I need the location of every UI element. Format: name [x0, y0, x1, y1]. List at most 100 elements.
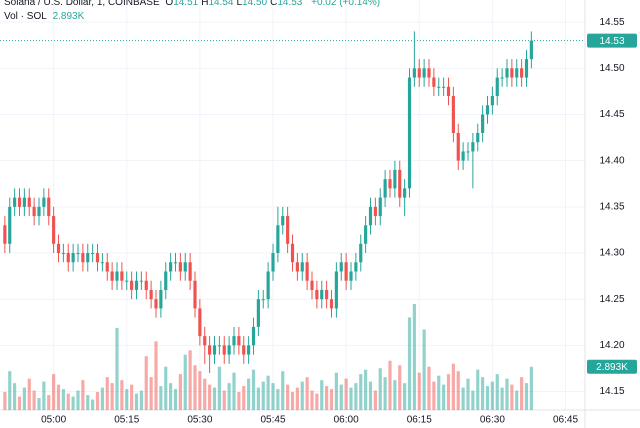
change: +0.02 (+0.14%) [311, 0, 381, 8]
volume-bar [27, 378, 31, 410]
volume-bar [276, 389, 280, 410]
volume-bar [300, 381, 304, 410]
candle-body [188, 262, 192, 281]
candle-body [388, 179, 392, 189]
candle-body [71, 253, 75, 263]
volume-bar [329, 389, 334, 410]
candle-body [339, 262, 343, 272]
ohlc-value: 14.54 [208, 0, 234, 8]
volume-bar [388, 360, 392, 410]
volume-bar [529, 366, 533, 410]
ohlc-value: 14.51 [173, 0, 199, 8]
candle-body [120, 271, 124, 281]
price-tag-label: 14.53 [599, 36, 624, 47]
candle-body [91, 253, 95, 255]
candle-body [349, 271, 353, 281]
candle-body [515, 68, 519, 78]
candle-body [139, 280, 143, 282]
candle-body [520, 68, 524, 78]
volume-bar [320, 380, 324, 410]
volume-bar [422, 329, 426, 410]
volume-bar [8, 371, 12, 410]
candle-body [500, 77, 504, 79]
volume-bar [178, 374, 182, 410]
candle-body [266, 271, 270, 300]
ohlc-key: H [201, 0, 209, 8]
candle-body [344, 262, 348, 281]
x-tick-label: 05:30 [187, 415, 212, 426]
volume-bar [334, 372, 338, 410]
candle-body [47, 197, 51, 217]
volume-bar [295, 387, 299, 410]
candle-body [251, 326, 256, 346]
x-tick-label: 06:15 [407, 415, 432, 426]
candle-body [198, 308, 202, 337]
volume-bar [407, 317, 412, 410]
candle-body [105, 262, 109, 272]
x-tick-label: 06:00 [334, 415, 359, 426]
candle-body [134, 280, 139, 290]
candle-body [393, 169, 397, 189]
volume-bar [115, 327, 119, 410]
volume-bar [125, 389, 129, 410]
volume-bar [159, 386, 163, 410]
volume-bar [505, 378, 509, 410]
candle-body [398, 169, 402, 198]
volume-bar [466, 378, 470, 410]
y-tick-label: 14.55 [599, 17, 624, 28]
volume-bar [490, 381, 494, 410]
candle-body [42, 197, 46, 207]
candle-body [295, 262, 299, 272]
volume-bar [208, 384, 212, 410]
candle-body [144, 280, 148, 290]
volume-value: 2.893K [52, 11, 85, 22]
candle-body [290, 243, 295, 263]
volume-bar [305, 377, 309, 410]
volume-bar [149, 377, 153, 410]
symbol: Solana / U.S. Dollar, 1, COINBASE [4, 0, 160, 8]
candle-body [315, 289, 319, 300]
candle-body [490, 96, 494, 106]
volume-bar [47, 395, 51, 410]
volume-tag [587, 359, 637, 374]
volume-bar [222, 390, 226, 410]
volume-bar [271, 383, 275, 410]
volume-bar [339, 384, 343, 410]
candle-body [237, 336, 241, 346]
volume-bar [403, 383, 407, 410]
volume-bar [432, 381, 436, 410]
volume-bar [495, 374, 499, 410]
volume-bar [364, 369, 368, 410]
volume-bar [310, 390, 314, 410]
volume-bar [105, 377, 109, 410]
y-tick-label: 14.25 [599, 294, 624, 305]
ohlc-key: O [165, 0, 174, 8]
volume-bar [242, 386, 246, 410]
volume-bar [81, 380, 85, 410]
candle-body [310, 280, 314, 290]
candle-body [524, 59, 529, 78]
volume-bar [169, 383, 173, 410]
volume-bar [437, 375, 441, 410]
candle-body [130, 280, 134, 290]
candle-body [481, 114, 485, 133]
candle-body [359, 243, 363, 263]
candle-body [451, 96, 455, 133]
candle-body [271, 253, 275, 272]
y-tick-label: 14.15 [599, 386, 624, 397]
candle-body [422, 68, 426, 78]
candle-body [466, 151, 470, 153]
candle-body [368, 206, 373, 226]
volume-bar [510, 384, 514, 410]
candle-body [37, 206, 41, 217]
x-tick-label: 06:30 [480, 415, 505, 426]
volume-bar [261, 381, 265, 410]
volume-bar [461, 387, 465, 410]
volume-bar [71, 396, 75, 410]
candle-body [154, 299, 158, 309]
candle-body [495, 77, 499, 97]
volume-bar [86, 395, 90, 410]
candle-body [305, 262, 309, 281]
volume-label: Vol · SOL [4, 11, 47, 22]
